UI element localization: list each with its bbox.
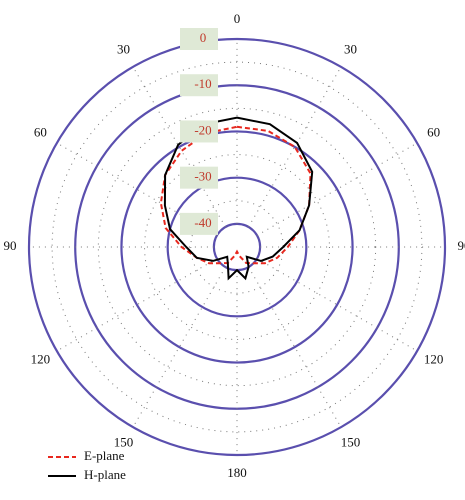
- angle-label: 30: [117, 41, 130, 56]
- grid-spoke: [56, 258, 218, 352]
- series-line: [159, 125, 312, 265]
- r-label-box: [180, 212, 218, 235]
- r-label: -40: [194, 215, 211, 230]
- legend-label: H-plane: [84, 467, 126, 482]
- series-line: [163, 116, 314, 281]
- angle-label: 120: [424, 351, 444, 366]
- angle-label: 150: [341, 435, 361, 450]
- grid-spoke: [132, 266, 226, 428]
- grid-ring: [144, 154, 330, 340]
- angle-label: 30: [344, 41, 357, 56]
- grid-ring: [51, 61, 423, 433]
- grid-ring: [97, 107, 377, 387]
- angle-label: 60: [34, 124, 47, 139]
- r-label: -10: [194, 76, 211, 91]
- angle-label: 90: [458, 238, 465, 253]
- angle-label: 180: [227, 465, 247, 480]
- grid-spoke: [256, 258, 418, 352]
- grid-spoke: [132, 66, 226, 228]
- r-label-box: [180, 28, 218, 50]
- angle-label: 150: [114, 435, 134, 450]
- ring: [27, 37, 447, 457]
- ring: [166, 176, 308, 318]
- grid-spoke: [256, 142, 418, 236]
- angle-label: 60: [427, 124, 440, 139]
- angle-label: 120: [31, 351, 51, 366]
- angle-label: 0: [234, 11, 241, 26]
- r-label: 0: [200, 30, 207, 45]
- grid-spoke: [248, 66, 342, 228]
- r-label-box: [180, 166, 218, 189]
- r-label-box: [180, 74, 218, 97]
- grid-spoke: [248, 266, 342, 428]
- ring: [120, 130, 354, 364]
- r-label-box: [180, 120, 218, 143]
- legend-label: E-plane: [84, 448, 125, 463]
- r-label: -30: [194, 169, 211, 184]
- r-label: -20: [194, 122, 211, 137]
- angle-label: 90: [4, 238, 17, 253]
